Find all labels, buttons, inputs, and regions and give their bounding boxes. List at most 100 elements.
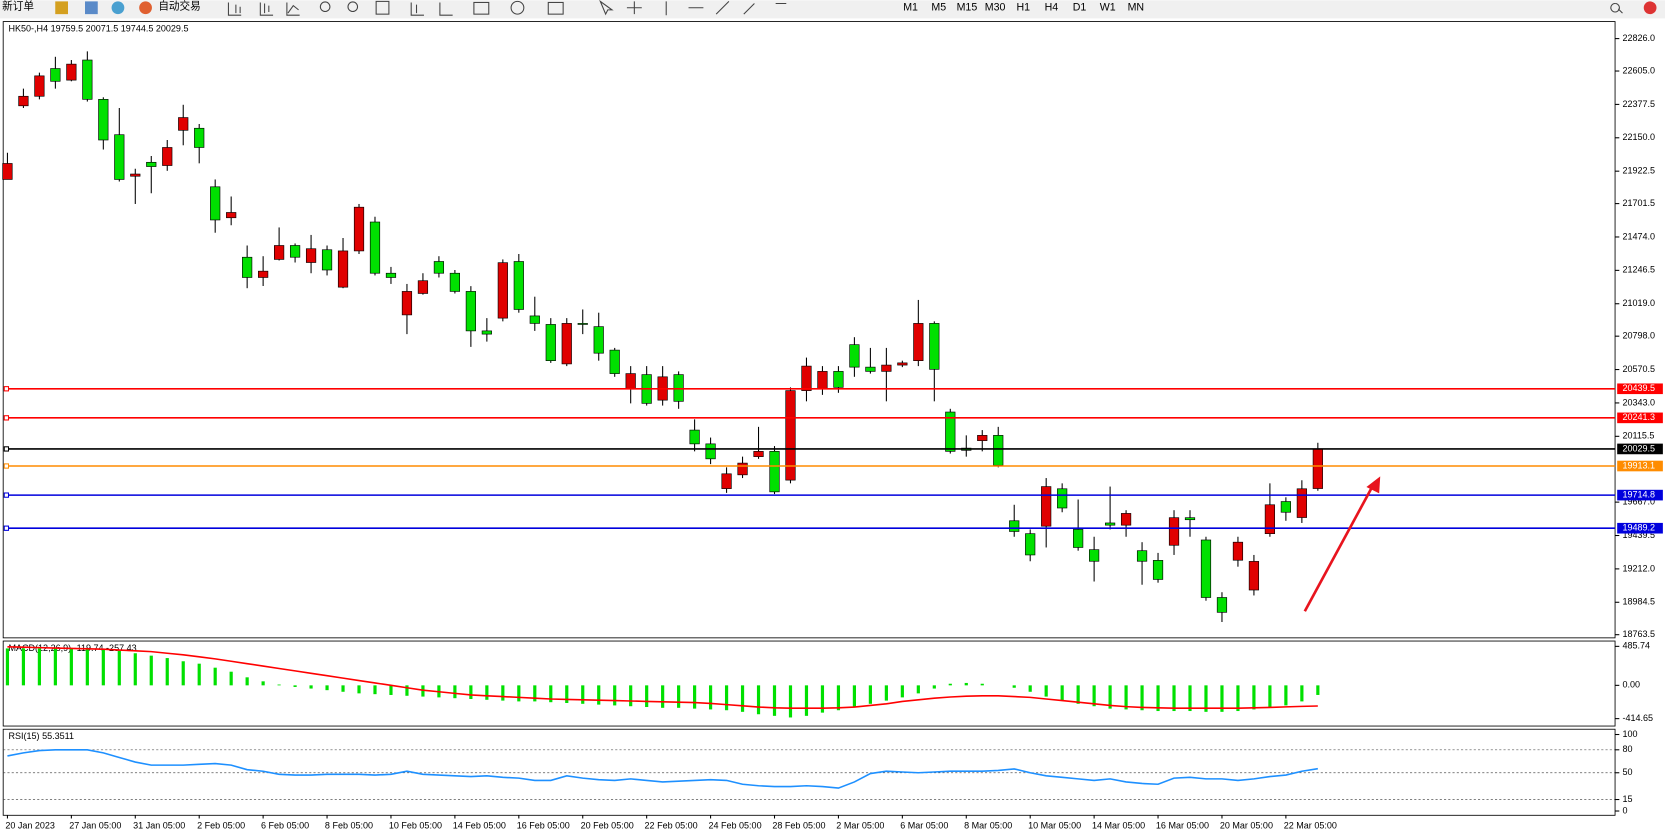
arrow-head <box>1366 476 1381 494</box>
candle-body <box>1184 517 1196 521</box>
macd-bar <box>1252 685 1256 710</box>
candle-body <box>1041 486 1052 527</box>
macd-bar <box>549 685 553 703</box>
y-tick-label: 20570.5 <box>1622 364 1655 374</box>
level-handle <box>3 386 10 392</box>
y-tick-label: 20115.5 <box>1622 431 1654 441</box>
macd-bar <box>1220 685 1224 712</box>
macd-bar <box>1044 685 1048 697</box>
x-tick-label: 20 Mar 05:00 <box>1220 820 1273 830</box>
new-order-button[interactable]: 新订单 <box>2 0 34 13</box>
candle-body <box>194 127 205 148</box>
y-tick-label: 100 <box>1622 729 1637 739</box>
macd-bar <box>1012 685 1016 688</box>
notification[interactable] <box>1643 1 1657 15</box>
x-tick-label: 24 Feb 05:00 <box>708 820 761 830</box>
icon[interactable] <box>347 1 359 13</box>
candle-body <box>401 291 413 316</box>
y-tick-label: 18763.5 <box>1622 629 1655 639</box>
y-tick-label: 485.74 <box>1622 641 1650 651</box>
timeframe-button[interactable]: M15 <box>957 2 978 14</box>
candle-body <box>353 206 365 252</box>
candle-body <box>1248 561 1260 591</box>
candle-body <box>929 323 940 370</box>
icon[interactable] <box>626 1 642 15</box>
candle-body <box>977 435 988 441</box>
icon[interactable] <box>259 2 274 16</box>
icon[interactable] <box>665 1 787 16</box>
candle-body <box>609 349 620 374</box>
timeframe-button[interactable]: M30 <box>985 2 1006 14</box>
x-tick-label: 2 Feb 05:00 <box>197 820 245 830</box>
auto-trading-button[interactable]: 自动交易 <box>158 0 200 13</box>
x-tick-label: 10 Feb 05:00 <box>389 820 442 830</box>
candle-body <box>34 75 45 97</box>
icon[interactable] <box>55 1 69 15</box>
macd-bar <box>1156 685 1160 712</box>
candle-body <box>369 221 381 274</box>
level-label: 19714.8 <box>1622 490 1655 500</box>
x-tick-label: 20 Feb 05:00 <box>581 820 634 830</box>
y-tick-label: 80 <box>1622 744 1632 754</box>
timeframe-button[interactable]: M1 <box>903 2 918 14</box>
icon[interactable] <box>85 1 98 15</box>
macd-bar <box>693 685 697 709</box>
timeframe-button[interactable]: M5 <box>931 2 946 14</box>
candle-body <box>1120 513 1132 526</box>
timeframe-button[interactable]: H1 <box>1016 2 1030 14</box>
y-tick-label: 20343.0 <box>1622 397 1655 407</box>
level-handle <box>3 525 10 531</box>
candle-body <box>1168 517 1180 546</box>
timeframe-button[interactable]: D1 <box>1073 2 1087 14</box>
candle-body <box>305 248 317 263</box>
macd-bar <box>389 685 393 695</box>
candle-body <box>417 280 429 294</box>
macd-bar <box>708 685 713 710</box>
x-tick-label: 31 Jan 05:00 <box>133 820 185 830</box>
icon[interactable] <box>1610 2 1623 14</box>
x-tick-label: 2 Mar 05:00 <box>836 820 884 830</box>
macd-bar <box>980 683 984 686</box>
icon[interactable] <box>319 1 331 13</box>
macd-bar <box>1076 685 1080 704</box>
icon[interactable] <box>599 0 614 16</box>
icon[interactable] <box>473 1 490 15</box>
timeframe-button[interactable]: W1 <box>1100 2 1116 14</box>
x-tick-label: 8 Mar 05:00 <box>964 820 1012 830</box>
icon[interactable] <box>227 2 242 16</box>
timeframe-button[interactable]: H4 <box>1045 2 1059 14</box>
candle-body <box>785 390 796 481</box>
icon[interactable] <box>139 1 152 15</box>
macd-bar <box>948 683 952 686</box>
icon[interactable] <box>439 2 453 16</box>
icon[interactable] <box>410 2 424 16</box>
candle-body <box>529 315 540 324</box>
candle-body <box>897 362 908 366</box>
macd-bar <box>149 655 153 686</box>
x-tick-label: 6 Feb 05:00 <box>261 820 309 830</box>
icon[interactable] <box>286 2 300 16</box>
icon[interactable] <box>111 1 125 15</box>
icon[interactable] <box>510 0 525 15</box>
macd-bar <box>916 685 920 694</box>
macd-bar <box>485 685 489 700</box>
candle-body <box>465 291 476 332</box>
candle-body <box>769 451 780 493</box>
y-tick-label: 21701.5 <box>1622 198 1655 208</box>
x-tick-label: 20 Jan 2023 <box>5 820 55 830</box>
candle-body <box>673 374 684 402</box>
candle-body <box>1200 539 1212 598</box>
level-label-box <box>1617 443 1663 455</box>
candle-body <box>497 262 508 319</box>
x-tick-label: 14 Mar 05:00 <box>1092 820 1145 830</box>
icon[interactable] <box>375 0 390 15</box>
candle-body <box>1025 533 1036 556</box>
macd-bar <box>1124 685 1128 710</box>
candle-body <box>881 364 892 372</box>
x-tick-label: 16 Feb 05:00 <box>517 820 570 830</box>
icon[interactable] <box>547 1 564 15</box>
macd-bar <box>181 661 185 686</box>
timeframe-button[interactable]: MN <box>1128 2 1145 14</box>
candle-body <box>945 411 956 452</box>
y-tick-label: 19667.0 <box>1622 497 1655 507</box>
